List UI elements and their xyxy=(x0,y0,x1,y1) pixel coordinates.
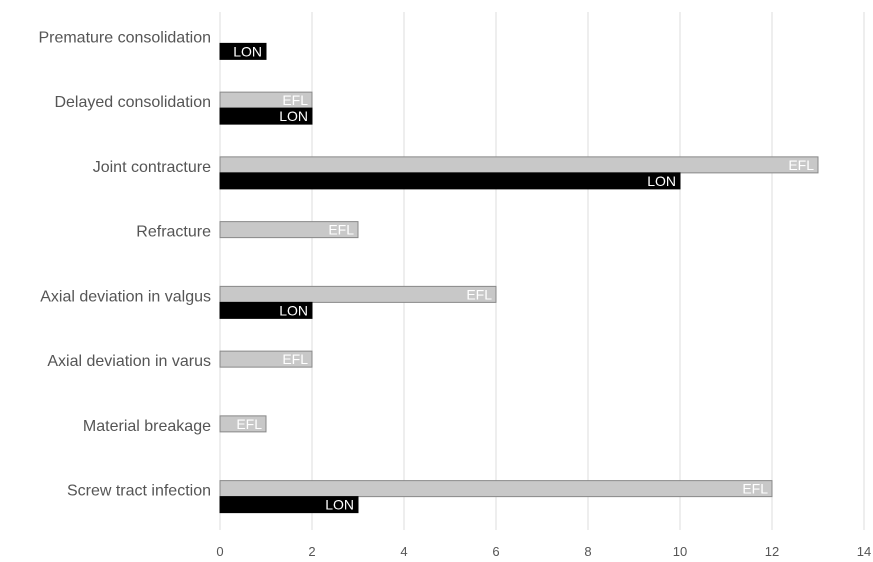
bar-efl xyxy=(219,156,819,174)
bar-lon xyxy=(219,107,313,125)
bar-efl xyxy=(219,415,267,433)
category-label: Axial deviation in valgus xyxy=(40,288,211,305)
bar-lon xyxy=(219,301,313,319)
bar-efl xyxy=(219,480,773,498)
bar-efl xyxy=(219,221,359,239)
x-tick-label: 2 xyxy=(308,544,315,559)
category-label: Screw tract infection xyxy=(67,483,211,500)
bar-label-efl: EFL xyxy=(788,157,814,173)
bar-label-efl: EFL xyxy=(282,351,308,367)
category-label: Material breakage xyxy=(83,418,211,435)
x-tick-label: 0 xyxy=(216,544,223,559)
bar-label-efl: EFL xyxy=(236,416,262,432)
x-tick-label: 8 xyxy=(584,544,591,559)
x-tick-label: 10 xyxy=(673,544,687,559)
bar-label-lon: LON xyxy=(279,108,308,124)
grid-lines xyxy=(219,12,865,530)
x-tick-label: 4 xyxy=(400,544,407,559)
category-label: Refracture xyxy=(136,224,211,241)
bar-label-efl: EFL xyxy=(742,481,768,497)
category-label: Joint contracture xyxy=(93,159,211,176)
bar-lon xyxy=(219,42,267,60)
category-labels: Premature consolidation Delayed consolida… xyxy=(38,29,211,499)
x-tick-label: 12 xyxy=(765,544,779,559)
x-tick-label: 6 xyxy=(492,544,499,559)
bar-label-efl: EFL xyxy=(328,222,354,238)
bar-label-lon: LON xyxy=(647,173,676,189)
bar-label-lon: LON xyxy=(325,497,354,513)
bar-lon xyxy=(219,496,359,514)
bar-efl xyxy=(219,350,313,368)
bar-lon xyxy=(219,172,681,190)
x-tick-label: 14 xyxy=(857,544,871,559)
bar-label-lon: LON xyxy=(233,43,262,59)
category-label: Axial deviation in varus xyxy=(47,353,211,370)
category-label: Premature consolidation xyxy=(38,29,211,46)
bar-efl xyxy=(219,285,497,303)
bar-label-lon: LON xyxy=(279,302,308,318)
bar-label-efl: EFL xyxy=(466,286,492,302)
x-axis-ticks: 0 2 4 6 8 10 12 14 xyxy=(216,544,871,559)
category-label: Delayed consolidation xyxy=(54,94,211,111)
bar-label-efl: EFL xyxy=(282,92,308,108)
